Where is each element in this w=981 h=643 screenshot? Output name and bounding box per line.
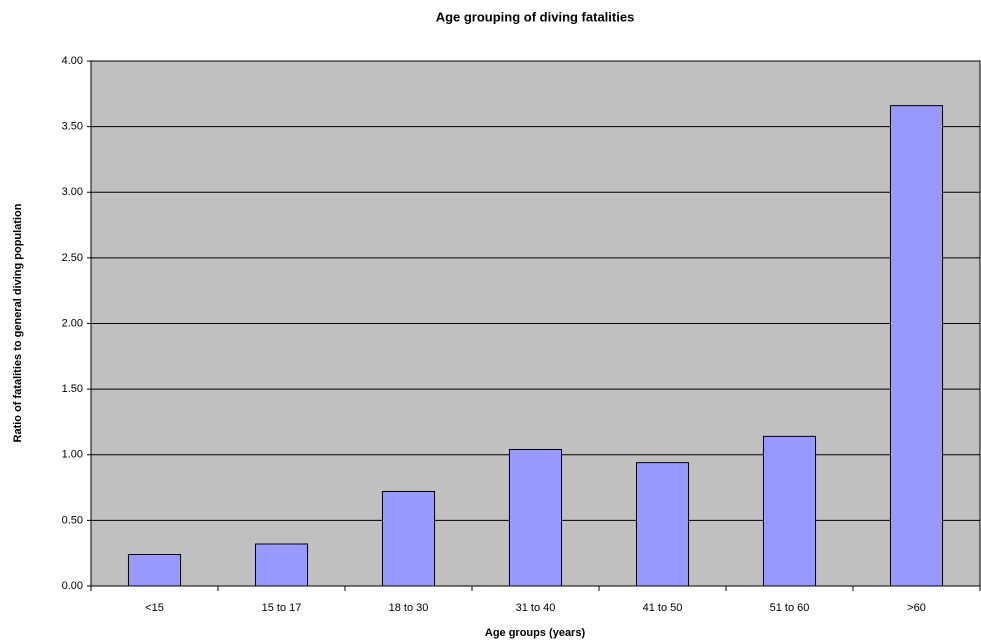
bar [635,462,690,587]
bar [762,435,817,587]
x-tick-label: >60 [907,602,926,614]
y-tick-label: 1.00 [62,449,83,461]
bar [508,449,563,587]
bar [127,554,182,587]
x-axis-label: Age groups (years) [485,627,586,639]
x-tick-label: 51 to 60 [770,602,810,614]
y-tick-label: 2.50 [62,252,83,264]
y-tick-label: 3.00 [62,186,83,198]
plot-border [90,60,981,587]
bar [254,543,309,587]
x-tick-label: 41 to 50 [643,602,683,614]
y-tick-label: 1.50 [62,383,83,395]
y-tick-label: 3.50 [62,121,83,133]
y-axis-label: Ratio of fatalities to general diving po… [12,203,24,442]
x-tick-label: 15 to 17 [262,602,302,614]
x-tick-label: <15 [145,602,164,614]
chart-title: Age grouping of diving fatalities [436,9,635,24]
x-tick-label: 31 to 40 [516,602,556,614]
y-tick-label: 2.00 [62,317,83,329]
y-tick-label: 4.00 [62,55,83,67]
y-tick-label: 0.50 [62,514,83,526]
y-tick-label: 0.00 [62,580,83,592]
x-tick-label: 18 to 30 [389,602,429,614]
bar [889,105,944,587]
bar [381,491,436,587]
